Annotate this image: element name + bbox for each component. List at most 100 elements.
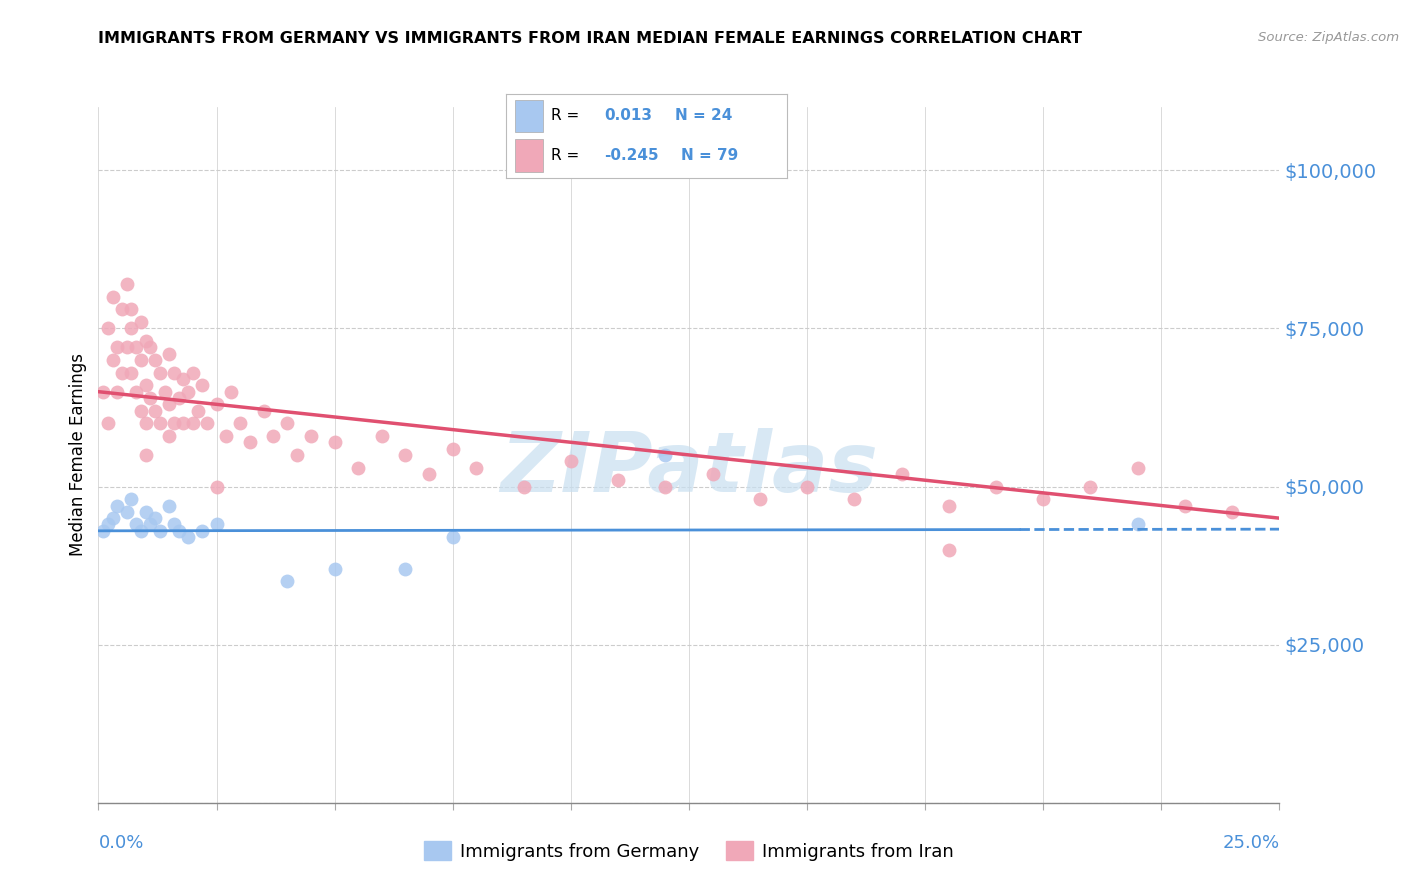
Point <box>149 524 172 538</box>
Point <box>938 499 960 513</box>
Point <box>205 397 228 411</box>
Point <box>129 353 152 368</box>
Text: ZIPatlas: ZIPatlas <box>501 428 877 509</box>
Point <box>157 347 180 361</box>
Point <box>125 384 148 399</box>
Point <box>105 499 128 513</box>
Point <box>149 366 172 380</box>
Point <box>195 417 218 431</box>
Point <box>129 524 152 538</box>
Text: 0.0%: 0.0% <box>98 834 143 852</box>
Point <box>135 334 157 348</box>
Text: N = 24: N = 24 <box>675 108 733 123</box>
Point <box>91 384 114 399</box>
Point <box>115 340 138 354</box>
Point <box>101 511 124 525</box>
Point <box>139 391 162 405</box>
Point <box>1080 479 1102 493</box>
Point <box>157 499 180 513</box>
Point <box>276 417 298 431</box>
Point <box>172 417 194 431</box>
Point <box>465 460 488 475</box>
Point <box>702 467 724 481</box>
Point <box>143 353 166 368</box>
Point <box>125 340 148 354</box>
Point <box>1220 505 1243 519</box>
Point <box>97 517 120 532</box>
Point <box>177 384 200 399</box>
Point <box>97 321 120 335</box>
Point <box>129 403 152 417</box>
Point <box>129 315 152 329</box>
Text: -0.245: -0.245 <box>605 148 659 163</box>
Point <box>121 302 143 317</box>
Point <box>371 429 394 443</box>
Text: 0.013: 0.013 <box>605 108 652 123</box>
Point <box>654 448 676 462</box>
Point <box>748 492 770 507</box>
Point <box>101 353 124 368</box>
Point <box>125 517 148 532</box>
Point <box>229 417 252 431</box>
Point <box>323 562 346 576</box>
Point <box>215 429 238 443</box>
Point <box>191 378 214 392</box>
Point <box>394 562 416 576</box>
Point <box>844 492 866 507</box>
Point <box>153 384 176 399</box>
Point <box>1126 517 1149 532</box>
Point <box>157 429 180 443</box>
Point <box>97 417 120 431</box>
Point <box>139 340 162 354</box>
Point <box>135 378 157 392</box>
Point <box>167 391 190 405</box>
Point <box>276 574 298 589</box>
Point <box>984 479 1007 493</box>
Text: IMMIGRANTS FROM GERMANY VS IMMIGRANTS FROM IRAN MEDIAN FEMALE EARNINGS CORRELATI: IMMIGRANTS FROM GERMANY VS IMMIGRANTS FR… <box>98 31 1083 46</box>
Point <box>796 479 818 493</box>
Point <box>163 417 186 431</box>
Point <box>111 366 134 380</box>
Point <box>191 524 214 538</box>
Text: R =: R = <box>551 108 585 123</box>
Point <box>157 397 180 411</box>
Point <box>890 467 912 481</box>
Point <box>1032 492 1054 507</box>
Point <box>177 530 200 544</box>
Point <box>135 448 157 462</box>
Point <box>181 417 204 431</box>
Point <box>121 321 143 335</box>
Point <box>143 511 166 525</box>
Text: 25.0%: 25.0% <box>1222 834 1279 852</box>
Point <box>167 524 190 538</box>
FancyBboxPatch shape <box>515 139 543 171</box>
Point <box>1174 499 1197 513</box>
Point <box>163 517 186 532</box>
Point <box>143 403 166 417</box>
Point <box>323 435 346 450</box>
Point <box>347 460 370 475</box>
Text: Source: ZipAtlas.com: Source: ZipAtlas.com <box>1258 31 1399 45</box>
Point <box>139 517 162 532</box>
Point <box>285 448 308 462</box>
Point <box>121 366 143 380</box>
Point <box>181 366 204 380</box>
Point <box>219 384 242 399</box>
Point <box>163 366 186 380</box>
Point <box>654 479 676 493</box>
Point <box>187 403 209 417</box>
Point <box>105 384 128 399</box>
Text: N = 79: N = 79 <box>681 148 738 163</box>
Point <box>135 417 157 431</box>
Point <box>418 467 440 481</box>
Point <box>299 429 322 443</box>
Point <box>111 302 134 317</box>
Point <box>105 340 128 354</box>
Point <box>938 542 960 557</box>
Point <box>149 417 172 431</box>
Point <box>101 290 124 304</box>
Point <box>560 454 582 468</box>
Point <box>172 372 194 386</box>
Point <box>121 492 143 507</box>
Point <box>394 448 416 462</box>
